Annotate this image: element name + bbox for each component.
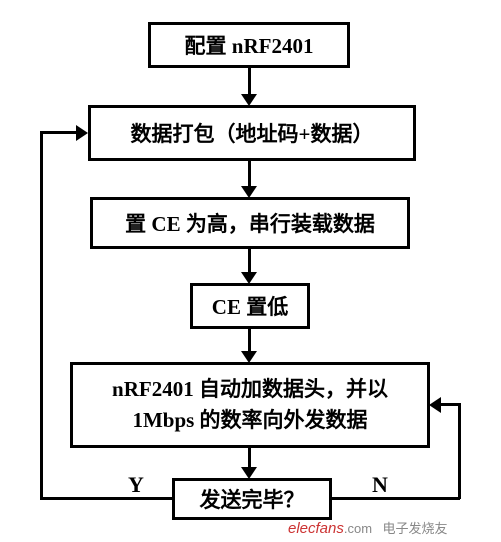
node-5-label: nRF2401 自动加数据头，并以 1Mbps 的数率向外发数据 [81, 374, 419, 437]
watermark-text3: 电子发烧友 [383, 521, 448, 536]
edge-4-5 [248, 329, 251, 353]
watermark: elecfans.com 电子发烧友 [288, 518, 448, 538]
edge-y-head [76, 125, 88, 141]
node-ce-low: CE 置低 [190, 283, 310, 329]
node-transmit: nRF2401 自动加数据头，并以 1Mbps 的数率向外发数据 [70, 362, 430, 448]
node-3-label: 置 CE 为高，串行装载数据 [125, 208, 375, 238]
edge-y-v [40, 131, 43, 499]
node-1-label: 配置 nRF2401 [185, 30, 314, 60]
edge-n-label: N [372, 472, 388, 498]
node-decision-done: 发送完毕？ [172, 478, 332, 520]
edge-1-2 [248, 68, 251, 96]
edge-y-h1 [40, 497, 172, 500]
node-pack-data: 数据打包（地址码+数据） [88, 105, 416, 161]
edge-2-3 [248, 161, 251, 187]
node-configure: 配置 nRF2401 [148, 22, 350, 68]
edge-n-v [458, 403, 461, 499]
edge-y-label: Y [128, 472, 144, 498]
edge-n-h2 [440, 403, 460, 406]
watermark-text2: .com [344, 521, 372, 536]
node-6-label: 发送完毕？ [200, 484, 305, 514]
node-2-label: 数据打包（地址码+数据） [131, 118, 374, 148]
edge-3-4 [248, 249, 251, 273]
node-ce-high: 置 CE 为高，串行装载数据 [90, 197, 410, 249]
watermark-text1: elecfans [288, 520, 344, 537]
flowchart-canvas: 配置 nRF2401 数据打包（地址码+数据） 置 CE 为高，串行装载数据 C… [0, 0, 501, 542]
edge-y-h2 [40, 131, 78, 134]
edge-n-h1 [332, 497, 460, 500]
node-4-label: CE 置低 [212, 291, 288, 321]
edge-5-6 [248, 448, 251, 468]
edge-n-head [429, 397, 441, 413]
